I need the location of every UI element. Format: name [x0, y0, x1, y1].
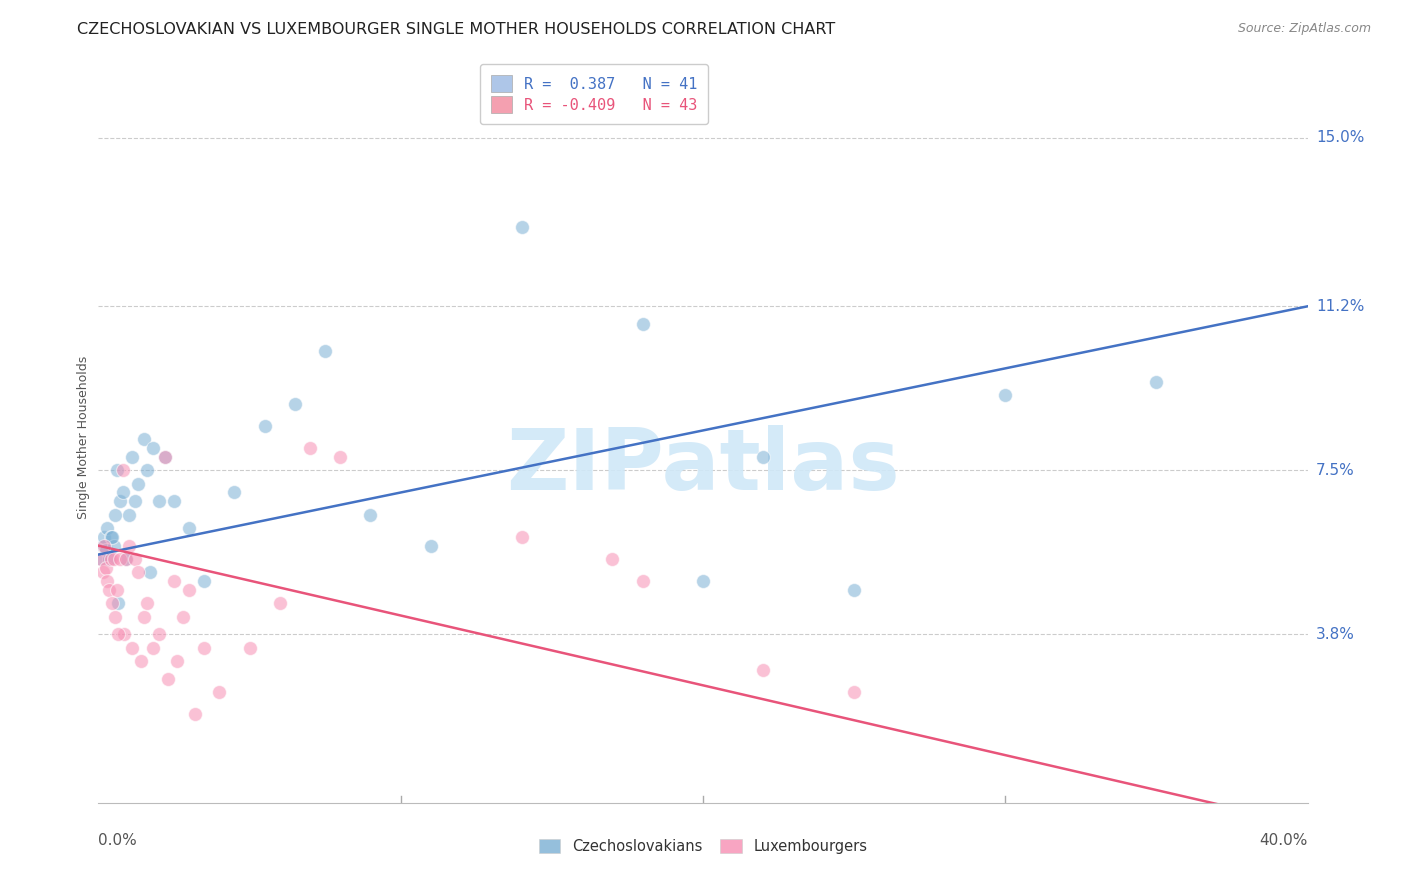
Point	[148, 627, 170, 641]
Point	[118, 508, 141, 522]
Text: 40.0%: 40.0%	[1260, 833, 1308, 848]
Point	[101, 596, 124, 610]
Point	[752, 663, 775, 677]
Point	[101, 530, 124, 544]
Point	[752, 450, 775, 464]
Point	[631, 317, 654, 331]
Point	[692, 574, 714, 589]
Point	[994, 388, 1017, 402]
Point	[111, 463, 134, 477]
Point	[142, 441, 165, 455]
Y-axis label: Single Mother Households: Single Mother Households	[77, 355, 90, 519]
Point	[184, 707, 207, 722]
Point	[631, 574, 654, 589]
Point	[100, 530, 122, 544]
Point	[108, 552, 131, 566]
Point	[94, 543, 117, 558]
Point	[224, 485, 246, 500]
Point	[132, 609, 155, 624]
Point	[129, 654, 152, 668]
Point	[314, 343, 336, 358]
Point	[98, 552, 121, 566]
Point	[93, 539, 115, 553]
Point	[100, 552, 122, 566]
Point	[844, 582, 866, 597]
Point	[93, 530, 115, 544]
Point	[179, 521, 201, 535]
Text: Source: ZipAtlas.com: Source: ZipAtlas.com	[1237, 22, 1371, 36]
Text: CZECHOSLOVAKIAN VS LUXEMBOURGER SINGLE MOTHER HOUSEHOLDS CORRELATION CHART: CZECHOSLOVAKIAN VS LUXEMBOURGER SINGLE M…	[77, 22, 835, 37]
Point	[156, 672, 179, 686]
Point	[127, 476, 149, 491]
Point	[91, 539, 114, 553]
Point	[135, 596, 157, 610]
Point	[107, 627, 129, 641]
Point	[112, 627, 135, 641]
Point	[104, 508, 127, 522]
Point	[124, 494, 146, 508]
Point	[510, 219, 533, 234]
Point	[166, 654, 188, 668]
Point	[284, 397, 307, 411]
Point	[163, 574, 186, 589]
Point	[329, 450, 352, 464]
Point	[193, 640, 215, 655]
Point	[121, 640, 143, 655]
Point	[132, 432, 155, 446]
Point	[91, 566, 114, 580]
Point	[253, 419, 276, 434]
Point	[103, 539, 125, 553]
Point	[420, 539, 443, 553]
Point	[98, 582, 121, 597]
Point	[193, 574, 215, 589]
Point	[299, 441, 322, 455]
Point	[510, 530, 533, 544]
Point	[148, 494, 170, 508]
Point	[172, 609, 194, 624]
Legend: Czechoslovakians, Luxembourgers: Czechoslovakians, Luxembourgers	[531, 831, 875, 862]
Text: 0.0%: 0.0%	[98, 833, 138, 848]
Point	[105, 582, 128, 597]
Point	[602, 552, 624, 566]
Point	[153, 450, 176, 464]
Point	[208, 685, 231, 699]
Point	[127, 566, 149, 580]
Point	[103, 552, 125, 566]
Point	[107, 596, 129, 610]
Text: 11.2%: 11.2%	[1316, 299, 1364, 314]
Point	[142, 640, 165, 655]
Point	[114, 552, 136, 566]
Point	[96, 521, 118, 535]
Point	[108, 494, 131, 508]
Point	[90, 552, 112, 566]
Point	[111, 485, 134, 500]
Point	[104, 609, 127, 624]
Point	[269, 596, 291, 610]
Point	[90, 552, 112, 566]
Point	[135, 463, 157, 477]
Point	[844, 685, 866, 699]
Text: ZIPatlas: ZIPatlas	[506, 425, 900, 508]
Text: 3.8%: 3.8%	[1316, 627, 1355, 642]
Point	[360, 508, 382, 522]
Point	[124, 552, 146, 566]
Point	[153, 450, 176, 464]
Point	[105, 463, 128, 477]
Point	[239, 640, 262, 655]
Point	[114, 552, 136, 566]
Point	[94, 561, 117, 575]
Point	[139, 566, 162, 580]
Point	[179, 582, 201, 597]
Point	[118, 539, 141, 553]
Point	[96, 574, 118, 589]
Text: 15.0%: 15.0%	[1316, 130, 1364, 145]
Point	[163, 494, 186, 508]
Point	[121, 450, 143, 464]
Point	[1146, 375, 1168, 389]
Text: 7.5%: 7.5%	[1316, 463, 1354, 478]
